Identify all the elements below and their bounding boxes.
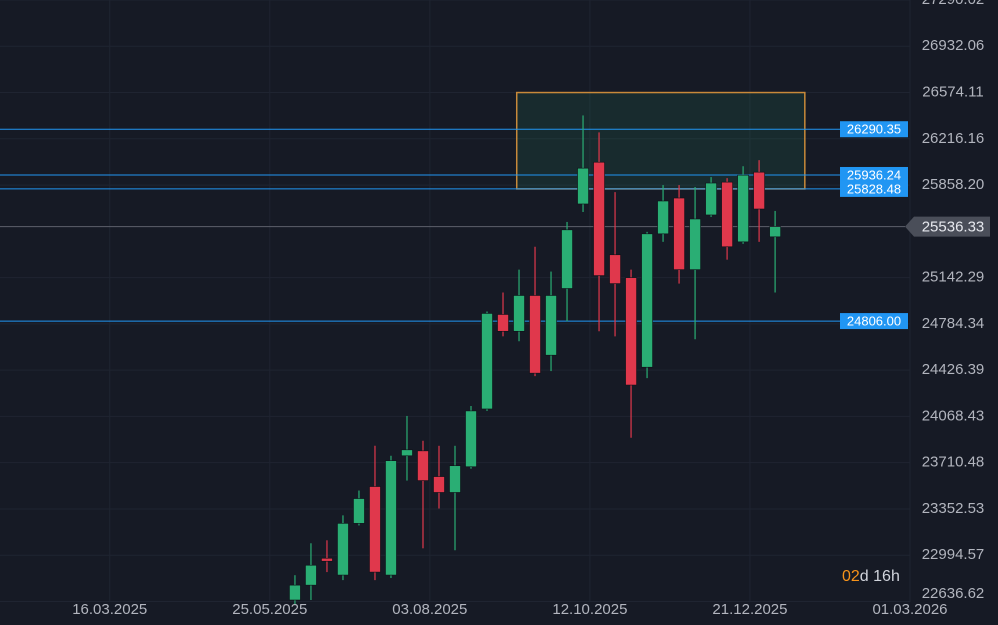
- y-tick-label: 24784.34: [922, 315, 985, 332]
- candle-body: [353, 498, 365, 524]
- candle-body: [753, 171, 765, 210]
- x-tick-label: 25.05.2025: [232, 601, 307, 618]
- countdown-rest: d 16h: [860, 568, 900, 585]
- candle-body: [721, 181, 733, 248]
- candle-body: [385, 460, 397, 576]
- candle-body: [433, 476, 445, 493]
- candle-body: [593, 161, 605, 276]
- level-label-box: [840, 313, 908, 330]
- level-label: 26290.35: [847, 122, 901, 137]
- candle-body: [497, 314, 509, 332]
- level-label-box: [840, 180, 908, 197]
- axis-layer: 22636.62 22994.57 23352.53 23710.48 24068.43…: [72, 0, 990, 618]
- x-tick-label: 21.12.2025: [712, 601, 787, 618]
- candle-body: [657, 200, 669, 235]
- level-label: 25828.48: [847, 181, 901, 196]
- x-tick-label: 12.10.2025: [552, 601, 627, 618]
- candle-body: [321, 557, 333, 562]
- x-tick-label: 01.03.2026: [872, 601, 947, 618]
- candle-body: [641, 233, 653, 368]
- candle-body: [625, 277, 637, 386]
- y-tick-label: 26932.06: [922, 37, 985, 54]
- current-price-label: 25536.33: [922, 219, 985, 236]
- candle-body: [305, 564, 317, 586]
- candle-body: [465, 410, 477, 468]
- x-tick-label: 03.08.2025: [392, 601, 467, 618]
- candle-body: [481, 313, 493, 410]
- current-price-tag: [905, 216, 990, 237]
- candle-body: [337, 523, 349, 576]
- countdown: 02d 16h: [842, 568, 900, 585]
- y-tick-label: 22994.57: [922, 546, 985, 563]
- candle-body: [577, 167, 589, 205]
- countdown-days: 02: [842, 568, 860, 585]
- candle-body: [417, 450, 429, 481]
- y-tick-label: 27290.02: [922, 0, 985, 8]
- candle-body: [561, 229, 573, 289]
- candle-body: [769, 226, 781, 238]
- y-tick-label: 22636.62: [922, 585, 985, 602]
- level-label-box: [840, 121, 908, 138]
- y-tick-label: 26216.16: [922, 130, 985, 147]
- y-tick-label: 23352.53: [922, 500, 985, 517]
- candle-body: [545, 295, 557, 356]
- y-tick-label: 24068.43: [922, 407, 985, 424]
- y-tick-label: 24426.39: [922, 361, 985, 378]
- candle-body: [689, 218, 701, 270]
- candle-body: [673, 197, 685, 270]
- candles-layer: [289, 115, 781, 605]
- level-label-box: [840, 166, 908, 183]
- candle-body: [401, 449, 413, 457]
- level-label: 25936.24: [847, 167, 901, 182]
- grid: [0, 0, 911, 602]
- candle-body: [737, 174, 749, 243]
- level-label: 24806.00: [847, 314, 901, 329]
- y-tick-label: 23710.48: [922, 454, 985, 471]
- y-tick-label: 25142.29: [922, 269, 985, 286]
- x-tick-label: 16.03.2025: [72, 601, 147, 618]
- candle-body: [705, 182, 717, 216]
- y-tick-label: 26574.11: [922, 84, 983, 101]
- candle-body: [529, 295, 541, 374]
- candle-body: [369, 486, 381, 573]
- candle-body: [449, 465, 461, 493]
- candle-body: [289, 584, 301, 601]
- candle-body: [513, 295, 525, 332]
- y-tick-label: 25858.20: [922, 176, 985, 193]
- candle-body: [609, 254, 621, 284]
